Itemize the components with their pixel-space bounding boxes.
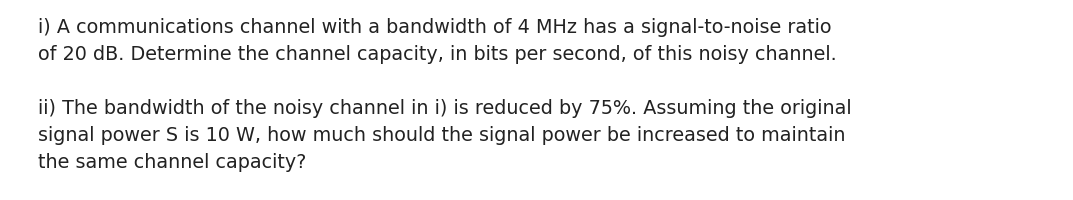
Text: i) A communications channel with a bandwidth of 4 MHz has a signal-to-noise rati: i) A communications channel with a bandw…	[38, 18, 832, 37]
Text: signal power S is 10 W, how much should the signal power be increased to maintai: signal power S is 10 W, how much should …	[38, 126, 846, 145]
Text: ii) The bandwidth of the noisy channel in i) is reduced by 75%. Assuming the ori: ii) The bandwidth of the noisy channel i…	[38, 99, 852, 118]
Text: the same channel capacity?: the same channel capacity?	[38, 153, 307, 172]
Text: of 20 dB. Determine the channel capacity, in bits per second, of this noisy chan: of 20 dB. Determine the channel capacity…	[38, 45, 837, 64]
